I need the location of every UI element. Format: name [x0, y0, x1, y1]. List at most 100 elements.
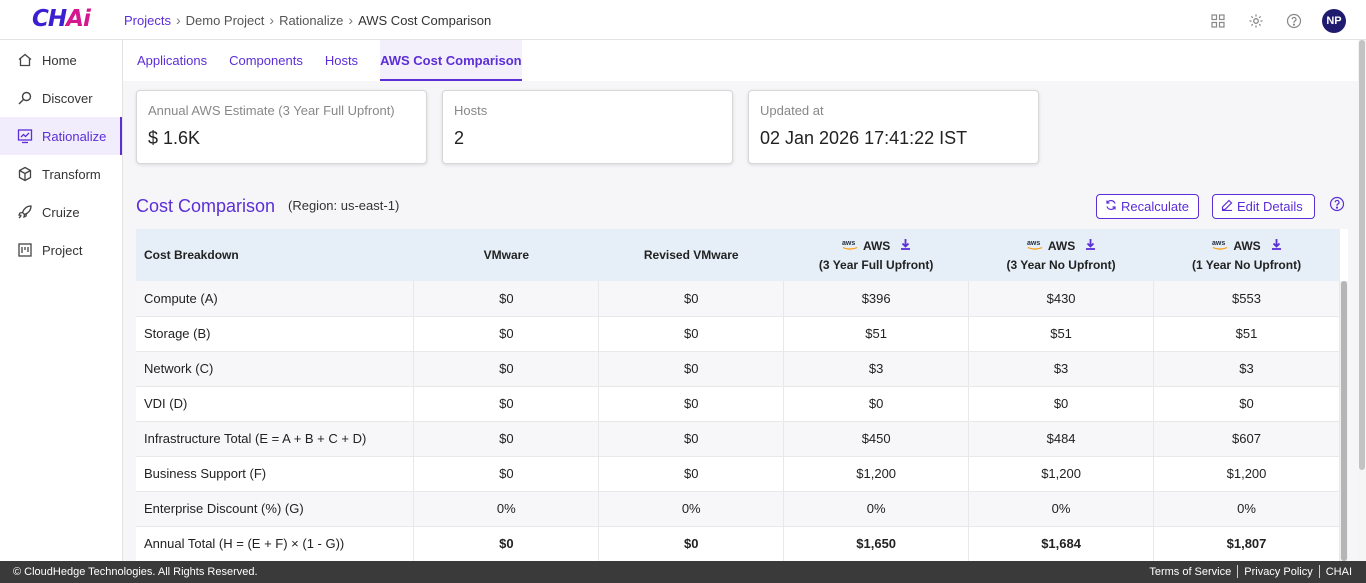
updated-at-card: Updated at 02 Jan 2026 17:41:22 IST [748, 90, 1039, 164]
aws-sub-label: (3 Year No Upfront) [1006, 258, 1116, 272]
breadcrumb-demo-project[interactable]: Demo Project [185, 12, 265, 28]
chai-link[interactable]: CHAI [1325, 565, 1352, 578]
row-label: Annual Total (H = (E + F) × (1 - G)) [136, 526, 415, 561]
cell-revised-vmware: 0% [598, 491, 785, 527]
main-content: Applications Components Hosts AWS Cost C… [123, 40, 1358, 561]
table-row: Network (C) $0 $0 $3 $3 $3 [136, 351, 1340, 387]
chart-icon [16, 127, 34, 145]
sidebar-item-project[interactable]: Project [0, 231, 122, 269]
cell-aws-3yr-no-upfront: $51 [968, 316, 1155, 352]
download-icon[interactable] [1085, 238, 1096, 253]
svg-text:aws: aws [1027, 240, 1040, 247]
help-icon[interactable] [1284, 11, 1304, 31]
page-scrollbar[interactable] [1358, 40, 1366, 561]
refresh-icon [1105, 199, 1117, 214]
svg-text:aws: aws [842, 240, 855, 247]
divider [1318, 565, 1320, 578]
scrollbar-thumb[interactable] [1341, 281, 1347, 561]
tab-aws-cost-comparison[interactable]: AWS Cost Comparison [380, 40, 522, 81]
breadcrumb-current: AWS Cost Comparison [358, 12, 492, 28]
cell-aws-3yr-full: 0% [783, 491, 970, 527]
gear-icon[interactable] [1246, 11, 1266, 31]
cell-aws-3yr-no-upfront: $430 [968, 281, 1155, 317]
recalculate-button[interactable]: Recalculate [1096, 194, 1199, 219]
sidebar-item-rationalize[interactable]: Rationalize [0, 117, 122, 155]
scrollbar-thumb[interactable] [1359, 40, 1365, 470]
row-label: Network (C) [136, 351, 415, 387]
aws-sub-label: (3 Year Full Upfront) [818, 258, 934, 272]
chevron-right-icon: › [269, 12, 275, 28]
sidebar: Home Discover Rationalize Transform Crui… [0, 40, 123, 561]
download-icon[interactable] [900, 238, 911, 253]
row-label: Compute (A) [136, 281, 415, 317]
edit-details-button[interactable]: Edit Details [1212, 194, 1315, 219]
breadcrumb-projects[interactable]: Projects [124, 12, 171, 28]
card-label: Updated at [760, 103, 824, 118]
table-scrollbar[interactable] [1340, 281, 1348, 561]
card-value: 2 [454, 128, 465, 148]
chevron-right-icon: › [175, 12, 181, 28]
tab-applications[interactable]: Applications [137, 53, 208, 68]
cell-aws-3yr-full: $3 [783, 351, 970, 387]
terms-link[interactable]: Terms of Service [1149, 565, 1232, 578]
sidebar-item-label: Home [42, 52, 77, 68]
aws-logo-icon: aws [1211, 238, 1229, 253]
svg-text:aws: aws [1212, 240, 1225, 247]
chai-logo[interactable]: CHAi [32, 6, 91, 32]
apps-grid-icon[interactable] [1208, 11, 1228, 31]
help-icon[interactable] [1329, 196, 1345, 212]
download-icon[interactable] [1271, 238, 1282, 253]
cell-revised-vmware: $0 [598, 526, 785, 561]
cell-aws-3yr-full: $1,200 [783, 456, 970, 492]
card-label: Annual AWS Estimate (3 Year Full Upfront… [148, 103, 395, 118]
avatar[interactable]: NP [1322, 9, 1346, 33]
header-aws-1yr-no-upfront: aws AWS (1 Year No Upfront) [1154, 229, 1340, 281]
cell-vmware: $0 [413, 421, 600, 457]
table-row: Compute (A) $0 $0 $396 $430 $553 [136, 281, 1340, 317]
sidebar-item-discover[interactable]: Discover [0, 79, 122, 117]
cell-vmware: $0 [413, 316, 600, 352]
cell-aws-1yr-no-upfront: $0 [1153, 386, 1340, 422]
cell-aws-1yr-no-upfront: $1,200 [1153, 456, 1340, 492]
sidebar-item-home[interactable]: Home [0, 41, 122, 79]
table-row-total: Annual Total (H = (E + F) × (1 - G)) $0 … [136, 526, 1340, 561]
privacy-link[interactable]: Privacy Policy [1244, 565, 1313, 578]
sidebar-item-label: Discover [42, 90, 93, 106]
cell-revised-vmware: $0 [598, 351, 785, 387]
aws-label: AWS [862, 238, 891, 253]
row-label: Storage (B) [136, 316, 415, 352]
table-row: Enterprise Discount (%) (G) 0% 0% 0% 0% … [136, 491, 1340, 527]
sidebar-item-transform[interactable]: Transform [0, 155, 122, 193]
search-icon [16, 89, 34, 107]
pencil-icon [1221, 199, 1233, 214]
cell-vmware: $0 [413, 351, 600, 387]
breadcrumb-rationalize[interactable]: Rationalize [279, 12, 344, 28]
header-vmware: VMware [483, 248, 529, 262]
tab-components[interactable]: Components [229, 53, 303, 68]
rocket-icon [16, 203, 34, 221]
sidebar-item-label: Rationalize [42, 128, 107, 144]
cell-aws-1yr-no-upfront: $553 [1153, 281, 1340, 317]
tab-hosts[interactable]: Hosts [324, 53, 359, 68]
cell-revised-vmware: $0 [598, 281, 785, 317]
aws-label: AWS [1047, 238, 1076, 253]
cell-aws-1yr-no-upfront: $51 [1153, 316, 1340, 352]
sidebar-item-label: Project [42, 242, 83, 258]
cell-revised-vmware: $0 [598, 316, 785, 352]
footer: © CloudHedge Technologies. All Rights Re… [0, 561, 1366, 583]
cell-aws-3yr-no-upfront: $484 [968, 421, 1155, 457]
cell-aws-3yr-full: $396 [783, 281, 970, 317]
cell-aws-3yr-full: $450 [783, 421, 970, 457]
header-aws-3yr-full: aws AWS (3 Year Full Upfront) [784, 229, 969, 281]
annual-estimate-card: Annual AWS Estimate (3 Year Full Upfront… [136, 90, 427, 164]
cell-aws-3yr-full: $51 [783, 316, 970, 352]
cell-aws-3yr-no-upfront: 0% [968, 491, 1155, 527]
row-label: Infrastructure Total (E = A + B + C + D) [136, 421, 415, 457]
sidebar-item-label: Transform [42, 166, 101, 182]
divider [1237, 565, 1239, 578]
sidebar-item-cruize[interactable]: Cruize [0, 193, 122, 231]
cube-icon [16, 165, 34, 183]
row-label: Business Support (F) [136, 456, 415, 492]
cell-vmware: 0% [413, 491, 600, 527]
recalculate-label: Recalculate [1121, 199, 1189, 214]
